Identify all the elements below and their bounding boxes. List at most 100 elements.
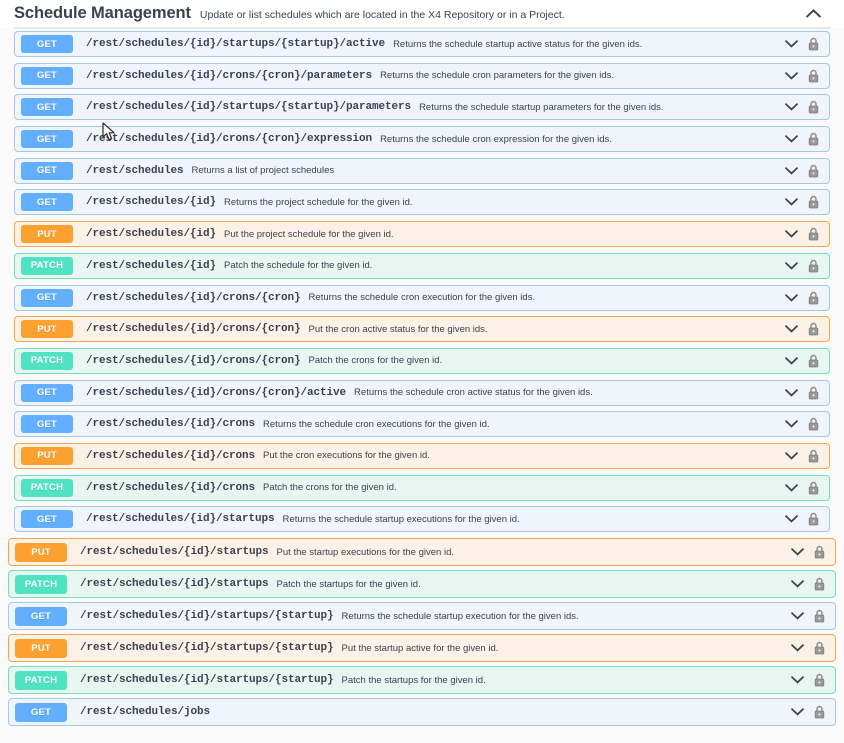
page-title: Schedule Management [14, 4, 191, 22]
operation-row[interactable]: PUT/rest/schedules/{id} Put the project s… [14, 221, 830, 248]
chevron-down-icon[interactable] [784, 100, 798, 114]
operation-controls [784, 227, 829, 242]
operation-path: /rest/schedules/{id}/crons/{cron} [86, 354, 301, 367]
operation-description: Returns the schedule cron active status … [354, 387, 593, 399]
operation-row[interactable]: PATCH/rest/schedules/{id}/startups Patch … [8, 570, 836, 598]
operation-row[interactable]: GET/rest/schedules/{id} Returns the proje… [14, 189, 830, 216]
lock-icon[interactable] [813, 673, 826, 688]
operation-description: Returns the schedule cron parameters for… [380, 70, 614, 82]
method-badge-get: GET [21, 415, 73, 434]
operation-description: Patch the crons for the given id. [308, 355, 443, 367]
operation-path: /rest/schedules/{id}/startups/{startup}/… [86, 101, 412, 114]
chevron-down-icon[interactable] [784, 417, 798, 431]
operation-row[interactable]: GET/rest/schedules/{id}/startups/{startu… [14, 94, 830, 121]
operation-path: /rest/schedules/{id} [86, 259, 217, 272]
chevron-down-icon[interactable] [790, 705, 804, 719]
operation-row[interactable]: GET/rest/schedules/{id}/startups Returns … [14, 506, 830, 533]
operation-description: Returns the schedule cron expression for… [380, 133, 612, 145]
lock-icon[interactable] [807, 227, 820, 242]
lock-icon[interactable] [807, 132, 820, 147]
lock-icon[interactable] [813, 577, 826, 592]
lock-icon[interactable] [813, 641, 826, 656]
chevron-down-icon[interactable] [784, 69, 798, 83]
section-description: Update or list schedules which are locat… [199, 9, 565, 21]
lock-icon[interactable] [807, 385, 820, 400]
chevron-down-icon[interactable] [784, 259, 798, 273]
operation-controls [784, 163, 829, 178]
lock-icon[interactable] [807, 68, 820, 83]
chevron-down-icon[interactable] [790, 577, 804, 591]
operation-description: Put the cron executions for the given id… [263, 450, 430, 462]
operation-controls [784, 480, 829, 495]
chevron-down-icon[interactable] [784, 132, 798, 146]
operation-row[interactable]: GET/rest/schedules/{id}/startups/{startu… [14, 31, 830, 57]
operation-row[interactable]: GET/rest/schedules/{id}/crons Returns the… [14, 411, 830, 438]
chevron-down-icon[interactable] [784, 291, 798, 305]
operation-row[interactable]: PATCH/rest/schedules/{id}/crons/{cron} Pa… [14, 347, 830, 374]
chevron-down-icon[interactable] [784, 322, 798, 336]
lock-icon[interactable] [807, 290, 820, 305]
operations-list: GET/rest/schedules/{id}/startups/{startu… [0, 27, 844, 726]
operation-controls [784, 322, 829, 337]
operation-row[interactable]: GET/rest/schedules/{id}/crons/{cron}/par… [14, 62, 830, 89]
operation-row[interactable]: GET/rest/schedules/{id}/startups/{startu… [8, 602, 836, 630]
lock-icon[interactable] [813, 609, 826, 624]
lock-icon[interactable] [807, 163, 820, 178]
lock-icon[interactable] [807, 37, 820, 52]
chevron-up-icon[interactable] [804, 5, 822, 23]
chevron-down-icon[interactable] [784, 164, 798, 178]
operation-row[interactable]: PUT/rest/schedules/{id}/crons/{cron} Put … [14, 316, 830, 343]
operation-row[interactable]: PATCH/rest/schedules/{id} Patch the sched… [14, 252, 830, 279]
operation-path: /rest/schedules/{id}/crons [86, 449, 256, 462]
chevron-down-icon[interactable] [790, 545, 804, 559]
chevron-down-icon[interactable] [784, 37, 798, 51]
chevron-down-icon[interactable] [784, 354, 798, 368]
chevron-down-icon[interactable] [790, 641, 804, 655]
chevron-down-icon[interactable] [790, 673, 804, 687]
operation-controls [790, 545, 835, 560]
section-header[interactable]: Schedule Management Update or list sched… [0, 0, 844, 27]
operation-path: /rest/schedules/{id}/crons [86, 481, 256, 494]
operation-row[interactable]: GET/rest/schedules/{id}/crons/{cron}/exp… [14, 126, 830, 153]
lock-icon[interactable] [807, 512, 820, 527]
operation-row[interactable]: PUT/rest/schedules/{id}/crons Put the cro… [14, 442, 830, 469]
method-badge-get: GET [21, 193, 73, 212]
method-badge-put: PUT [15, 542, 67, 562]
operation-row[interactable]: PATCH/rest/schedules/{id}/crons Patch the… [14, 474, 830, 501]
operation-row[interactable]: GET/rest/schedules/{id}/crons/{cron} Retu… [14, 284, 830, 311]
operation-description: Put the startup executions for the given… [276, 546, 454, 558]
operation-row[interactable]: PATCH/rest/schedules/{id}/startups/{star… [8, 666, 836, 694]
operation-controls [784, 68, 829, 83]
chevron-down-icon[interactable] [784, 449, 798, 463]
lock-icon[interactable] [807, 258, 820, 273]
chevron-down-icon[interactable] [790, 609, 804, 623]
chevron-down-icon[interactable] [784, 481, 798, 495]
lock-icon[interactable] [807, 100, 820, 115]
operation-row[interactable]: PUT/rest/schedules/{id}/startups Put the … [8, 538, 836, 566]
operation-row[interactable]: PUT/rest/schedules/{id}/startups/{startu… [8, 634, 836, 662]
lock-icon[interactable] [807, 417, 820, 432]
operation-row[interactable]: GET/rest/schedules Returns a list of proj… [14, 157, 830, 184]
operation-controls [784, 385, 829, 400]
chevron-down-icon[interactable] [784, 227, 798, 241]
operation-controls [784, 37, 829, 52]
lock-icon[interactable] [807, 353, 820, 368]
operation-path: /rest/schedules/{id}/crons/{cron}/active [86, 386, 347, 399]
lock-icon[interactable] [807, 322, 820, 337]
chevron-down-icon[interactable] [784, 386, 798, 400]
operation-description: Returns the schedule startup active stat… [393, 38, 643, 50]
method-badge-get: GET [21, 383, 73, 402]
operation-row[interactable]: GET/rest/schedules/jobs [8, 698, 836, 726]
operation-row[interactable]: GET/rest/schedules/{id}/crons/{cron}/act… [14, 379, 830, 406]
lock-icon[interactable] [813, 545, 826, 560]
method-badge-get: GET [21, 161, 73, 180]
operation-description: Returns the schedule startup parameters … [419, 101, 664, 113]
lock-icon[interactable] [813, 705, 826, 720]
operation-path: /rest/schedules/{id} [86, 228, 217, 241]
lock-icon[interactable] [807, 195, 820, 210]
lock-icon[interactable] [807, 480, 820, 495]
operations-scroll-area[interactable]: GET/rest/schedules/{id}/startups/{startu… [0, 27, 844, 743]
chevron-down-icon[interactable] [784, 195, 798, 209]
chevron-down-icon[interactable] [784, 512, 798, 526]
lock-icon[interactable] [807, 448, 820, 463]
